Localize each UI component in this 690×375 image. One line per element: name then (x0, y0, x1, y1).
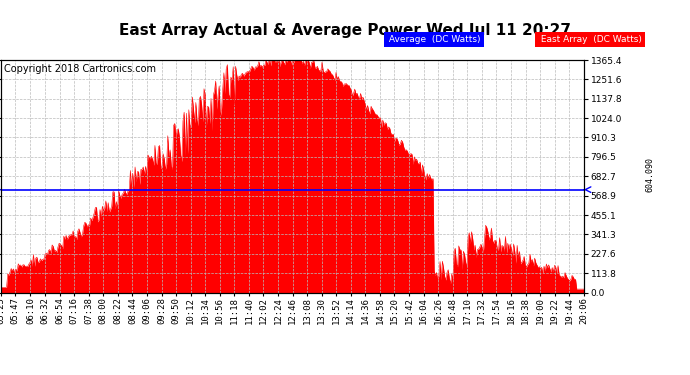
Text: Average  (DC Watts): Average (DC Watts) (386, 35, 481, 44)
Text: East Array  (DC Watts): East Array (DC Watts) (538, 35, 642, 44)
Text: 604.090: 604.090 (646, 157, 655, 192)
Text: East Array Actual & Average Power Wed Jul 11 20:27: East Array Actual & Average Power Wed Ju… (119, 22, 571, 38)
Text: Copyright 2018 Cartronics.com: Copyright 2018 Cartronics.com (4, 64, 156, 74)
